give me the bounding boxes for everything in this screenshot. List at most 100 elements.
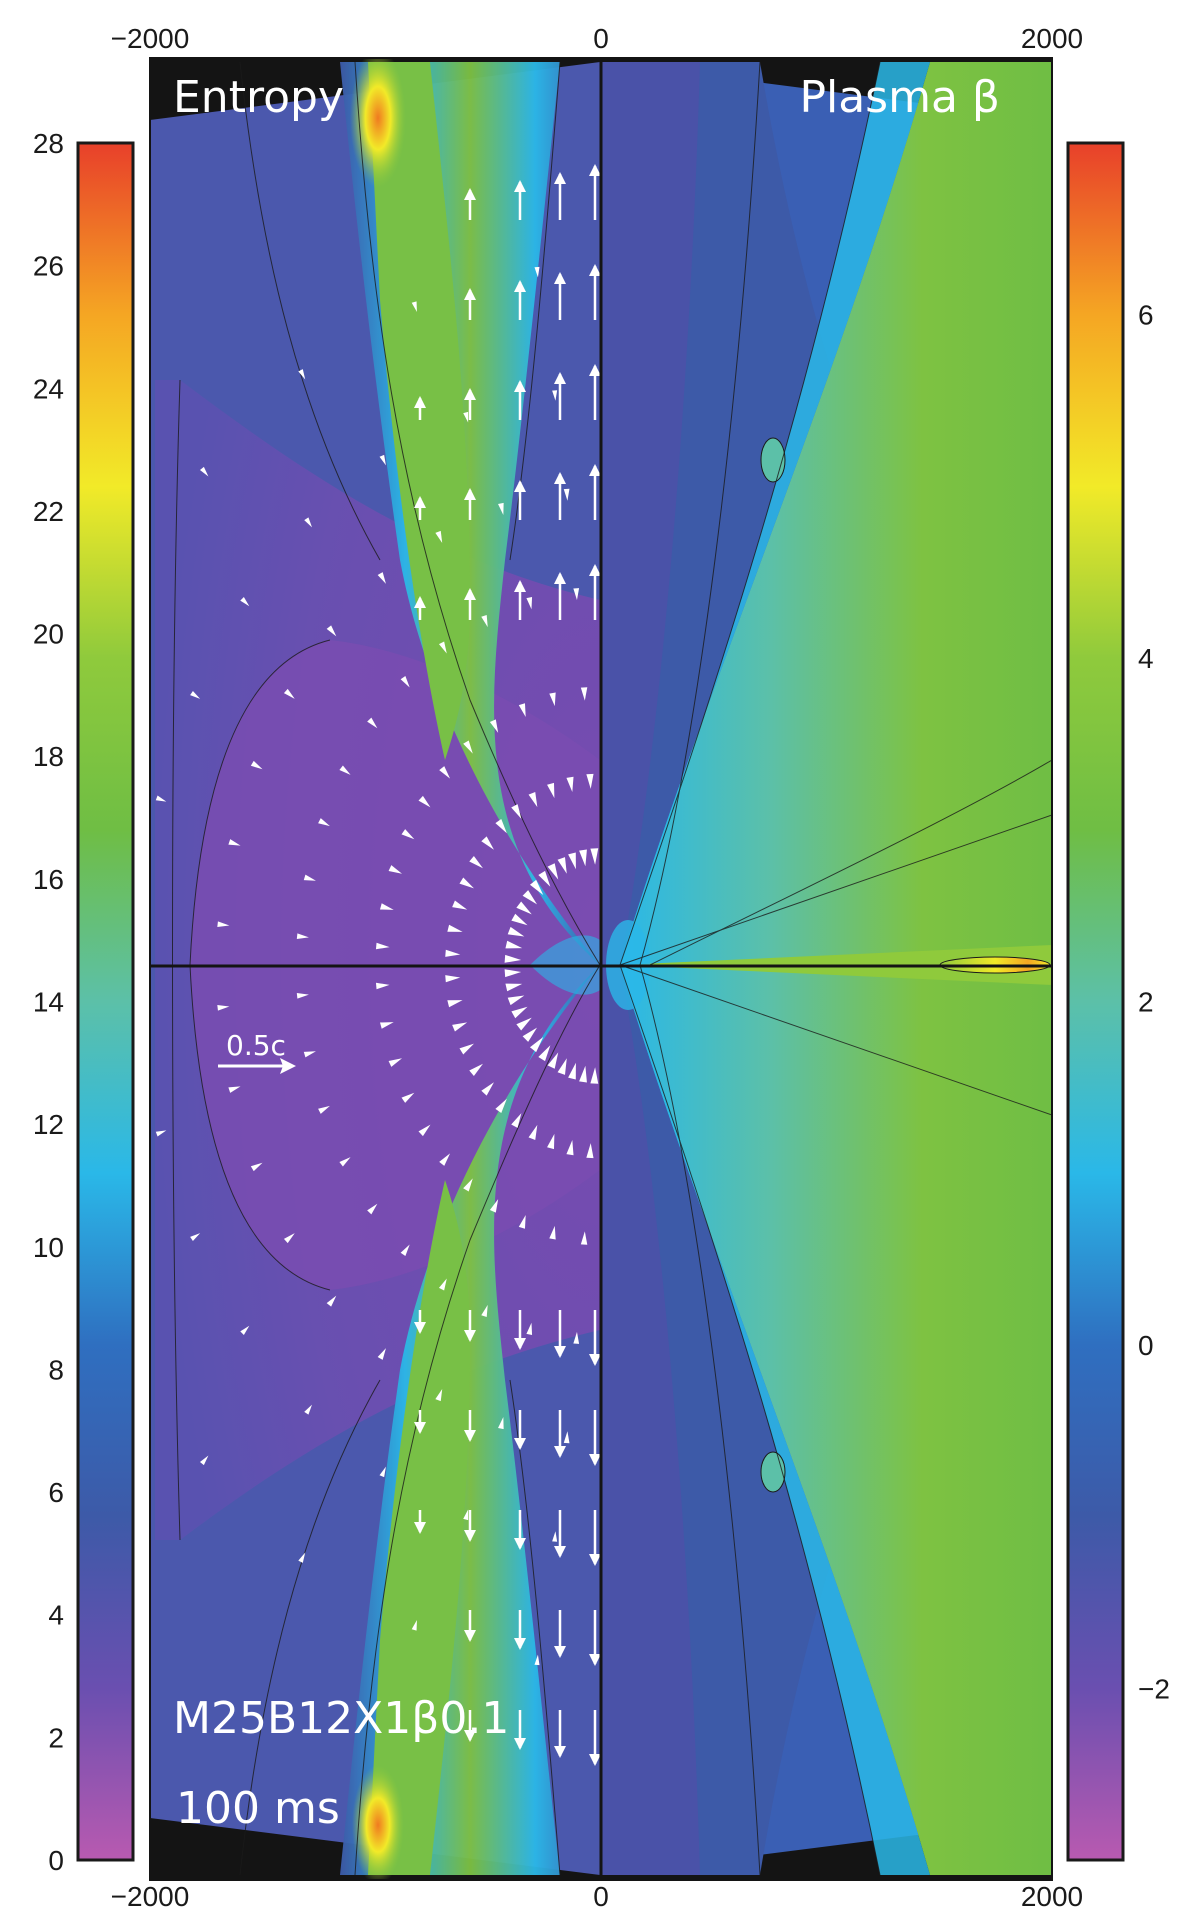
entropy-tick-label: 6 xyxy=(48,1477,64,1508)
jet-arrow-head xyxy=(464,1530,476,1542)
velocity-arrow xyxy=(495,1098,507,1113)
velocity-arrow xyxy=(566,1140,574,1156)
velocity-arrow xyxy=(438,1278,447,1291)
beta-cyan-edge-lower xyxy=(620,965,930,1875)
jet-arrow-head xyxy=(464,288,476,300)
velocity-arrow xyxy=(388,1058,403,1067)
jet-arrow-head xyxy=(514,1338,526,1350)
plot-frame xyxy=(149,57,1053,1881)
velocity-arrow xyxy=(469,855,483,869)
jet-arrow-head xyxy=(589,1654,601,1666)
entropy-colorbar xyxy=(76,141,135,1862)
jet-arrow-head xyxy=(514,280,526,292)
entropy-tick-label: 22 xyxy=(33,496,64,527)
jet-arrow-head xyxy=(514,1738,526,1750)
velocity-arrow xyxy=(199,466,209,477)
x-top-tick-label: 0 xyxy=(593,23,609,54)
velocity-arrow xyxy=(339,1157,351,1167)
velocity-arrow xyxy=(498,1416,504,1430)
velocity-arrow xyxy=(411,1619,417,1631)
velocity-arrow xyxy=(481,1304,488,1318)
velocity-arrow xyxy=(439,766,451,779)
velocity-arrow xyxy=(375,982,390,990)
entropy-tick-label: 14 xyxy=(33,987,64,1018)
time-label: 100 ms xyxy=(176,1783,340,1834)
plasma-beta-tick-label: −2 xyxy=(1138,1673,1170,1704)
jet-arrow-head xyxy=(464,388,476,400)
velocity-arrow xyxy=(528,792,538,808)
velocity-arrow xyxy=(445,975,461,983)
jet-arrow-head xyxy=(554,1546,566,1558)
velocity-arrow xyxy=(463,1509,469,1521)
jet-arrow-head xyxy=(464,1330,476,1342)
jet-arrow-head xyxy=(554,272,566,284)
entropy-tick-label: 16 xyxy=(33,864,64,895)
velocity-arrow xyxy=(250,1162,263,1172)
velocity-arrow xyxy=(505,940,523,949)
velocity-arrow xyxy=(518,703,526,717)
right-panel-title: Plasma β xyxy=(799,72,1000,123)
velocity-arrow xyxy=(507,995,525,1006)
entropy-tick-label: 10 xyxy=(33,1232,64,1263)
entropy-tick-label: 18 xyxy=(33,741,64,772)
jet-arrow-head xyxy=(554,1346,566,1358)
velocity-arrow xyxy=(547,782,555,799)
velocity-arrow xyxy=(439,1153,451,1166)
entropy-tick-label: 26 xyxy=(33,251,64,282)
velocity-arrow xyxy=(298,369,306,380)
x-top-tick-label: 2000 xyxy=(1021,23,1083,54)
velocity-arrow xyxy=(511,804,522,819)
velocity-arrow xyxy=(418,1124,431,1137)
entropy-tick-label: 2 xyxy=(48,1722,64,1753)
jet-arrow-head xyxy=(464,188,476,200)
velocity-arrow xyxy=(452,900,468,910)
velocity-arrow xyxy=(459,1043,474,1055)
velocity-arrow xyxy=(580,1231,588,1245)
velocity-arrow xyxy=(552,1531,558,1542)
velocity-arrow xyxy=(155,1130,167,1137)
velocity-arrow xyxy=(547,1052,559,1069)
velocity-arrow xyxy=(367,717,378,729)
velocity-arrow xyxy=(526,1322,533,1335)
velocity-arrow xyxy=(489,1199,499,1213)
velocity-arrow xyxy=(504,954,522,963)
jet-arrow-head xyxy=(464,1630,476,1642)
velocity-arrow xyxy=(552,390,558,401)
entropy-tick-label: 12 xyxy=(33,1109,64,1140)
beta-dark-column xyxy=(600,62,700,1875)
velocity-arrow xyxy=(529,1036,544,1053)
jet-arrow-head xyxy=(464,588,476,600)
velocity-arrow xyxy=(401,1092,415,1103)
velocity-arrow xyxy=(228,839,241,846)
beta-upper-blob xyxy=(760,437,786,483)
jet-arrow-head xyxy=(514,380,526,392)
velocity-arrow xyxy=(590,1067,599,1084)
velocity-arrow xyxy=(568,852,576,870)
jet-arrow-head xyxy=(514,480,526,492)
velocity-arrow xyxy=(579,849,587,867)
velocity-arrow xyxy=(377,1348,386,1360)
velocity-arrow xyxy=(580,687,588,701)
velocity-arrow xyxy=(296,992,309,999)
velocity-arrow xyxy=(469,1063,483,1077)
jet-arrow-head xyxy=(554,572,566,584)
velocity-arrow xyxy=(199,1455,209,1466)
velocity-arrow xyxy=(367,1203,378,1215)
left-panel-title: Entropy xyxy=(173,72,344,123)
velocity-arrow xyxy=(228,1086,241,1093)
velocity-arrow xyxy=(534,1654,540,1666)
velocity-arrow xyxy=(522,890,538,905)
velocity-arrow xyxy=(459,877,474,889)
jet-arrow-head xyxy=(554,472,566,484)
velocity-arrow xyxy=(481,614,488,628)
velocity-scale-label: 0.5c xyxy=(226,1029,286,1062)
velocity-arrow xyxy=(563,488,570,501)
velocity-arrow xyxy=(190,690,201,699)
velocity-arrow xyxy=(481,1082,494,1096)
velocity-arrow xyxy=(573,1331,580,1344)
velocity-arrow xyxy=(283,1233,295,1244)
velocity-arrow xyxy=(579,1065,587,1083)
jet-arrow-head xyxy=(414,496,426,508)
x-bottom-tick-label: 0 xyxy=(593,1881,609,1912)
